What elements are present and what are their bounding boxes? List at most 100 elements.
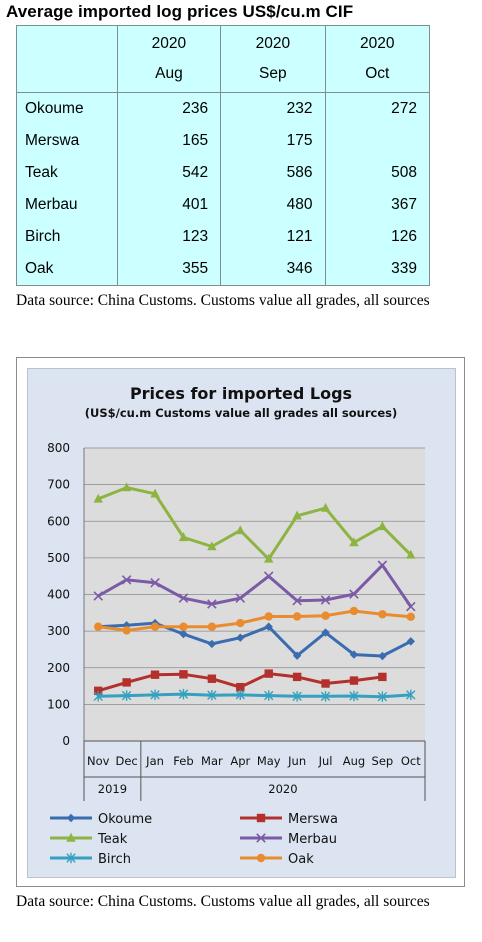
- cell-value: 355: [116, 253, 222, 286]
- y-tick-label: 200: [47, 661, 70, 675]
- table-row: Merbau 401 480 367: [16, 189, 431, 221]
- row-label: Birch: [16, 221, 118, 253]
- row-label: Oak: [16, 253, 118, 286]
- x-tick-label: Mar: [201, 754, 223, 768]
- y-tick-label: 700: [47, 478, 70, 492]
- series-line: [97, 486, 412, 561]
- data-point: [121, 482, 132, 492]
- data-point: [256, 813, 266, 823]
- data-point: [93, 591, 103, 601]
- data-point: [150, 578, 160, 588]
- data-point: [207, 674, 217, 683]
- data-point: [207, 690, 217, 701]
- table-row: Birch 123 121 126: [16, 221, 431, 253]
- data-point: [179, 622, 188, 631]
- data-point: [122, 626, 131, 635]
- cell-value: 175: [220, 125, 326, 157]
- series-line: [98, 692, 411, 699]
- header-month: Aug: [155, 65, 183, 82]
- data-point: [207, 599, 217, 609]
- cell-value: 508: [324, 157, 431, 189]
- data-point: [264, 622, 273, 631]
- data-point: [236, 682, 245, 692]
- data-point: [406, 601, 416, 612]
- data-point: [150, 689, 160, 701]
- data-point: [94, 686, 103, 696]
- data-point: [377, 521, 388, 531]
- series-line: [98, 621, 412, 658]
- data-point: [321, 611, 330, 620]
- x-tick-label: Jun: [287, 754, 306, 768]
- data-point: [321, 679, 330, 688]
- data-point: [264, 553, 274, 563]
- x-tick-label: Sep: [372, 754, 394, 768]
- data-point: [66, 832, 76, 842]
- price-table: 2020 Aug 2020 Sep 2020 Oct Okoume 236 232 2…: [16, 25, 431, 286]
- data-point: [292, 672, 302, 682]
- cell-value: 232: [220, 92, 326, 125]
- data-point: [235, 689, 245, 701]
- data-point: [378, 651, 387, 661]
- x-tick-label: Oct: [401, 754, 421, 768]
- chart-title: Prices for imported Logs: [130, 384, 352, 403]
- cell-value: 121: [220, 221, 326, 253]
- y-tick-label: 400: [47, 588, 70, 602]
- cell-value: 165: [116, 125, 222, 157]
- row-label: Merbau: [16, 189, 118, 221]
- data-point: [320, 691, 331, 702]
- legend-label: Merbau: [288, 832, 337, 847]
- table-row: Okoume 236 232 272: [16, 92, 431, 125]
- cell-value: 123: [116, 221, 222, 253]
- data-point: [207, 639, 217, 649]
- row-label: Merswa: [16, 125, 118, 157]
- cell-value: 480: [220, 189, 326, 221]
- data-point: [150, 622, 160, 631]
- x-tick-label: Apr: [230, 754, 250, 768]
- data-point: [256, 833, 266, 843]
- legend-label: Birch: [98, 852, 131, 867]
- header-month: Oct: [365, 65, 390, 82]
- cell-value: 542: [116, 157, 222, 189]
- y-tick-label: 500: [47, 551, 70, 565]
- row-label: Teak: [16, 157, 118, 189]
- legend-label: Oak: [288, 852, 314, 867]
- table-row: Teak 542 586 508: [16, 157, 431, 189]
- legend-label: Teak: [97, 832, 128, 847]
- chart-source-note: Data source: China Customs. Customs valu…: [16, 893, 430, 910]
- data-point: [178, 688, 189, 700]
- plot-layer: 0 100 200 300 400 500 600 700 800 Nov Dec Jan Feb Mar…: [47, 441, 426, 867]
- header-aug: 2020 Aug: [116, 25, 222, 93]
- y-tick-label: 800: [47, 441, 70, 455]
- cell-value: 586: [220, 157, 326, 189]
- data-point: [235, 525, 245, 535]
- data-point: [377, 691, 388, 702]
- series-line: [97, 563, 413, 608]
- data-point: [292, 595, 302, 606]
- data-point: [235, 593, 246, 603]
- data-point: [264, 612, 273, 621]
- header-year: 2020: [255, 35, 291, 52]
- x-tick-label: Nov: [87, 754, 110, 768]
- data-point: [150, 488, 160, 498]
- table-row: Oak 355 346 339: [16, 253, 431, 286]
- legend-label: Okoume: [98, 812, 152, 827]
- data-point: [349, 589, 359, 599]
- data-point: [121, 575, 132, 585]
- data-point: [378, 610, 387, 619]
- cell-value: [324, 125, 431, 157]
- data-point: [377, 560, 388, 570]
- line-chart: Prices for imported Logs (US$/cu.m Custo…: [47, 384, 426, 867]
- data-point: [236, 633, 245, 642]
- x-tick-label: Feb: [173, 754, 193, 768]
- x-tick-label: Aug: [343, 754, 365, 768]
- chart-subtitle: (US$/cu.m Customs value all grades all s…: [85, 406, 398, 420]
- table-title: Average imported log prices US$/cu.m CIF: [6, 2, 354, 21]
- data-point: [179, 670, 188, 679]
- header-oct: 2020 Oct: [324, 25, 431, 93]
- data-point: [406, 549, 416, 559]
- data-point: [150, 670, 160, 679]
- data-point: [349, 690, 359, 702]
- year-group-label: 2019: [98, 782, 127, 796]
- data-point: [349, 537, 359, 547]
- header-year: 2020: [360, 35, 395, 52]
